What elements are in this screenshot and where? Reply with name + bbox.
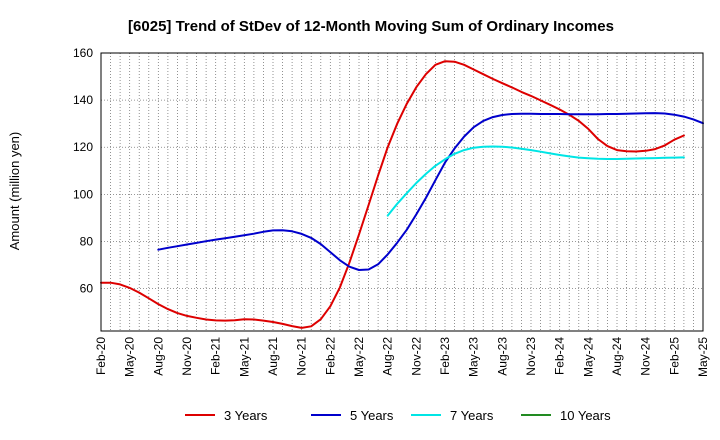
x-tick-label: Feb-24 [553, 337, 567, 375]
x-tick-label: May-24 [581, 337, 595, 377]
y-tick-label: 160 [73, 46, 93, 60]
y-tick-label: 60 [80, 282, 94, 296]
y-tick-label: 120 [73, 140, 93, 154]
x-tick-label: May-20 [123, 337, 137, 377]
series-line-3-years [100, 60, 685, 329]
legend-label: 5 Years [350, 408, 394, 423]
x-tick-label: Nov-21 [295, 337, 309, 376]
y-tick-label: 80 [80, 234, 94, 248]
x-tick-label: May-22 [352, 337, 366, 377]
y-axis-label: Amount (million yen) [7, 132, 22, 251]
legend-label: 7 Years [450, 408, 494, 423]
grid [101, 53, 703, 331]
x-tick-label: Nov-23 [524, 337, 538, 376]
x-tick-label: Nov-20 [180, 337, 194, 376]
x-tick-label: Feb-25 [667, 337, 681, 375]
x-tick-label: Feb-23 [438, 337, 452, 375]
x-tick-label: Aug-22 [381, 337, 395, 376]
series-line-7-years [386, 145, 685, 217]
x-tick-label: Aug-23 [495, 337, 509, 376]
x-tick-label: Nov-24 [639, 337, 653, 376]
legend-label: 3 Years [224, 408, 268, 423]
series-line-5-years [157, 112, 704, 271]
x-tick-label: Aug-24 [610, 337, 624, 376]
plot-area [100, 52, 704, 332]
x-tick-label: Feb-21 [209, 337, 223, 375]
series-lines [100, 60, 704, 329]
legend-label: 10 Years [560, 408, 611, 423]
x-tick-label: May-23 [467, 337, 481, 377]
x-tick-label: Aug-20 [151, 337, 165, 376]
chart-title: [6025] Trend of StDev of 12-Month Moving… [128, 18, 614, 35]
x-tick-label: Feb-20 [94, 337, 108, 375]
x-tick-label: Feb-22 [323, 337, 337, 375]
y-tick-label: 140 [73, 93, 93, 107]
x-tick-label: Nov-22 [409, 337, 423, 376]
x-tick-label: May-25 [696, 337, 710, 377]
x-axis-ticks: Feb-20 May-20 Aug-20 Nov-20 Feb-21 May-21 Aug-… [94, 337, 710, 377]
y-tick-label: 100 [73, 187, 93, 201]
x-tick-label: May-21 [237, 337, 251, 377]
y-axis-ticks: 60 80 100 120 140 160 [73, 46, 93, 296]
x-tick-label: Aug-21 [266, 337, 280, 376]
legend: 3 Years 5 Years 7 Years 10 Years [185, 408, 611, 423]
